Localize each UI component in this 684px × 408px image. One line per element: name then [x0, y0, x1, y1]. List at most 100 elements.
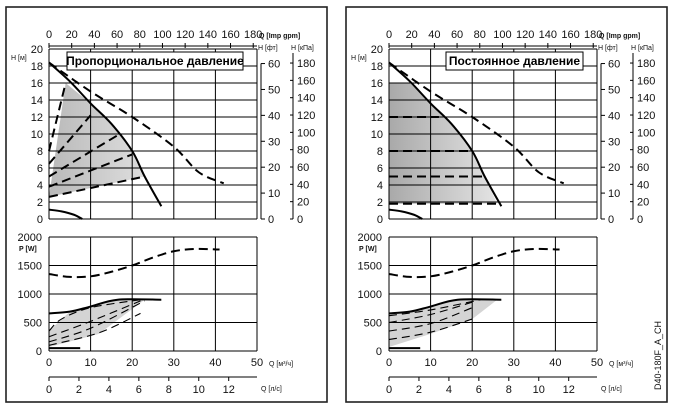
gpm-tick-label: 180 [584, 29, 602, 41]
ft-tick-label: 50 [608, 84, 620, 96]
figure-code: D40-180F_A_CH [653, 321, 663, 390]
gpm-tick-label: 40 [88, 29, 100, 41]
head-y-tick-label: 4 [37, 180, 43, 192]
power-curve [48, 247, 220, 279]
gpm-tick-label: 160 [561, 29, 579, 41]
gpm-tick-label: 20 [406, 29, 418, 41]
head-y-tick-label: 14 [371, 95, 383, 107]
power-curve [388, 307, 473, 332]
gpm-tick-label: 100 [153, 29, 171, 41]
gpm-tick-label: 80 [134, 29, 146, 41]
gpm-tick-label: 20 [66, 29, 78, 41]
head-y-tick-label: 18 [31, 61, 43, 73]
x-tick-label-ls: 0 [46, 384, 52, 396]
power-y-axis-label: P [W] [19, 246, 37, 253]
x-tick-label-m3h: 10 [424, 357, 436, 369]
gpm-tick-label: 0 [386, 29, 392, 41]
x-tick-label-ls: 4 [106, 384, 112, 396]
head-y-tick-label: 12 [31, 112, 43, 124]
kpa-tick-label: 80 [297, 145, 309, 157]
x-tick-label-m3h: 20 [126, 357, 138, 369]
head-y-tick-label: 14 [31, 95, 43, 107]
ft-tick-label: 50 [268, 84, 280, 96]
ft-tick-label: 60 [268, 59, 280, 71]
power-y-tick-label: 1500 [358, 261, 382, 273]
ft-tick-label: 0 [268, 214, 274, 226]
x-tick-label-ls: 2 [76, 384, 82, 396]
kpa-tick-label: 160 [297, 75, 315, 87]
x-axis-label-ls: Q [л/с] [261, 386, 282, 393]
x-tick-label-m3h: 50 [251, 357, 263, 369]
head-y-tick-label: 8 [377, 146, 383, 158]
x-tick-label-m3h: 30 [508, 357, 520, 369]
x-tick-label-ls: 12 [563, 384, 575, 396]
head-y-tick-label: 6 [37, 163, 43, 175]
head-y-tick-label: 16 [31, 78, 43, 90]
chart-title-box [445, 51, 584, 71]
head-y-tick-label: 10 [371, 129, 383, 141]
ft-axis-label: H [фт] [598, 45, 618, 52]
head-y-tick-label: 12 [371, 112, 383, 124]
ft-tick-label: 20 [268, 162, 280, 174]
head-curve [388, 61, 565, 185]
gpm-tick-label: 120 [516, 29, 534, 41]
head-y-tick-label: 10 [31, 129, 43, 141]
kpa-tick-label: 100 [637, 127, 655, 139]
power-y-tick-label: 0 [376, 346, 382, 358]
kpa-tick-label: 0 [297, 214, 303, 226]
x-tick-label-m3h: 40 [209, 357, 221, 369]
gpm-tick-label: 140 [539, 29, 557, 41]
power-curve [388, 298, 502, 315]
kpa-tick-label: 80 [637, 145, 649, 157]
kpa-tick-label: 180 [297, 58, 315, 70]
power-y-tick-label: 500 [24, 318, 42, 330]
kpa-tick-label: 20 [637, 197, 649, 209]
power-y-tick-label: 0 [36, 346, 42, 358]
kpa-tick-label: 120 [297, 110, 315, 122]
x-tick-label-m3h: 40 [549, 357, 561, 369]
power-curve [48, 299, 141, 332]
power-y-tick-label: 1500 [18, 261, 42, 273]
x-tick-label-ls: 0 [386, 384, 392, 396]
kpa-tick-label: 60 [637, 162, 649, 174]
head-curve [48, 114, 92, 165]
head-curve [48, 82, 67, 152]
head-y-tick-label: 0 [37, 214, 43, 226]
power-y-tick-label: 1000 [358, 289, 382, 301]
ft-tick-label: 10 [268, 188, 280, 200]
power-curve [388, 247, 560, 279]
left-panel-frame [5, 6, 328, 403]
head-curve [48, 153, 133, 188]
gpm-tick-label: 120 [176, 29, 194, 41]
ft-tick-label: 0 [608, 214, 614, 226]
kpa-tick-label: 160 [637, 75, 655, 87]
ft-tick-label: 30 [608, 136, 620, 148]
ft-tick-label: 10 [608, 188, 620, 200]
head-y-tick-label: 6 [377, 163, 383, 175]
x-axis-label-m3h: Q [м³/ч] [609, 361, 633, 368]
power-curve [48, 300, 145, 343]
gpm-tick-label: 60 [451, 29, 463, 41]
kpa-tick-label: 20 [297, 197, 309, 209]
power-curve [388, 318, 473, 341]
kpa-tick-label: 180 [637, 58, 655, 70]
head-y-tick-label: 20 [31, 44, 43, 56]
right-panel-frame [345, 6, 668, 403]
power-y-tick-label: 2000 [18, 232, 42, 244]
x-tick-label-ls: 4 [446, 384, 452, 396]
kpa-tick-label: 40 [637, 179, 649, 191]
gpm-tick-label: 40 [428, 29, 440, 41]
x-tick-label-m3h: 30 [168, 357, 180, 369]
x-tick-label-m3h: 50 [591, 357, 603, 369]
chart-title: Пропорциональное давление [66, 54, 244, 68]
x-tick-label-ls: 10 [533, 384, 545, 396]
head-curve [48, 61, 225, 185]
ft-tick-label: 20 [608, 162, 620, 174]
kpa-tick-label: 0 [637, 214, 643, 226]
head-y-tick-label: 8 [37, 146, 43, 158]
kpa-tick-label: 140 [297, 93, 315, 105]
gpm-tick-label: 100 [493, 29, 511, 41]
head-curve [388, 61, 503, 207]
